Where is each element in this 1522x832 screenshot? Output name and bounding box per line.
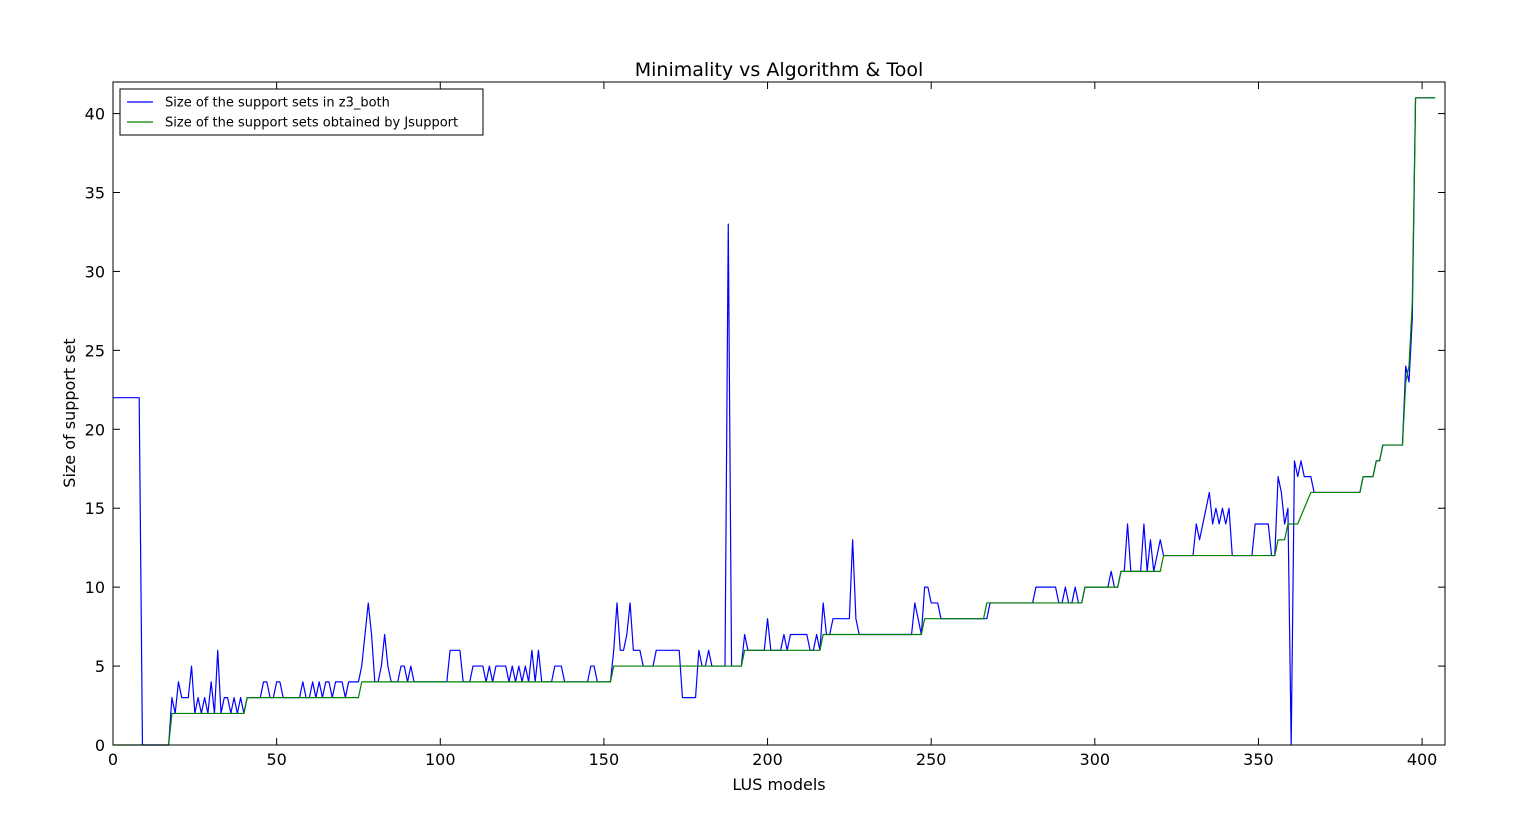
x-tick-label: 50	[266, 750, 286, 769]
y-tick-label: 35	[85, 184, 105, 203]
y-tick-label: 40	[85, 105, 105, 124]
x-tick-label: 300	[1080, 750, 1111, 769]
y-tick-label: 30	[85, 262, 105, 281]
x-tick-label: 0	[108, 750, 118, 769]
x-tick-label: 400	[1407, 750, 1438, 769]
y-tick-label: 10	[85, 578, 105, 597]
x-tick-label: 100	[425, 750, 456, 769]
legend-label-z3-both: Size of the support sets in z3_both	[165, 96, 390, 111]
y-axis-label: Size of support set	[60, 338, 79, 487]
y-tick-label: 20	[85, 420, 105, 439]
chart-title: Minimality vs Algorithm & Tool	[635, 59, 923, 81]
x-tick-label: 250	[916, 750, 947, 769]
series-layer	[113, 97, 1436, 746]
y-axis-ticks: 0 5 10 15 20 25 30 35 40	[85, 105, 1445, 755]
x-tick-label: 350	[1243, 750, 1274, 769]
series-line-1	[113, 97, 1436, 746]
y-tick-label: 0	[95, 736, 105, 755]
legend-frame	[119, 88, 484, 136]
y-tick-label: 25	[85, 341, 105, 360]
plot-area-frame	[112, 81, 1446, 746]
x-tick-label: 200	[752, 750, 783, 769]
series-line-0	[113, 97, 1436, 746]
y-tick-label: 5	[95, 657, 105, 676]
chart-legend: Size of the support sets in z3_both Size…	[119, 88, 484, 136]
x-tick-label: 150	[589, 750, 620, 769]
legend-label-jsupport: Size of the support sets obtained by Jsu…	[165, 116, 458, 131]
y-tick-label: 15	[85, 499, 105, 518]
x-axis-label: LUS models	[732, 775, 825, 794]
x-axis-ticks: 0 50 100 150 200 250 300 350 400	[108, 82, 1437, 769]
